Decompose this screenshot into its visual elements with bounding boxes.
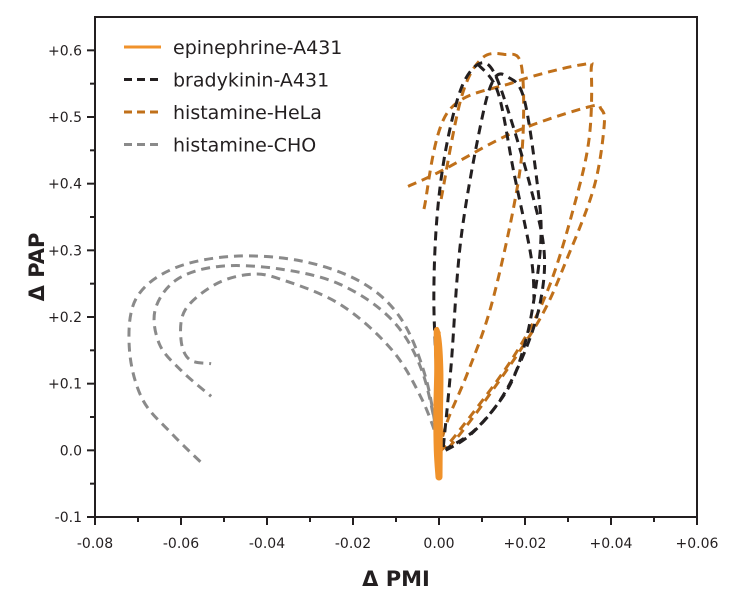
y-tick-label: +0.5 [48, 110, 82, 126]
x-tick-label: -0.08 [77, 536, 113, 552]
legend-label-histamine-hela: histamine-HeLa [173, 102, 322, 124]
legend-label-bradykinin-a431: bradykinin-A431 [173, 70, 329, 92]
y-tick-label: +0.2 [48, 310, 82, 326]
y-axis-title: Δ PAP [25, 233, 49, 302]
x-axis-title: Δ PMI [362, 567, 430, 591]
series-line-histamine-cho [127, 254, 441, 467]
series-line-epinephrine-a431 [433, 326, 444, 481]
legend: epinephrine-A431 bradykinin-A431 histamine… [124, 37, 342, 157]
series-line-histamine-cho [152, 264, 441, 445]
x-tick-label: -0.02 [335, 536, 371, 552]
x-tick-label: -0.04 [249, 536, 285, 552]
y-tick-label: 0.0 [60, 443, 82, 459]
axes-layer: -0.08 -0.06 -0.04 -0.02 0.00 +0.02 +0.04 +0.06 -… [48, 16, 719, 552]
x-tick-label: +0.04 [590, 536, 633, 552]
y-tick-label: +0.3 [48, 243, 82, 259]
y-tick-label: +0.4 [48, 177, 82, 193]
series-line-histamine-hela [422, 61, 594, 452]
series-line-histamine-cho [179, 272, 441, 445]
series-line-histamine-hela [407, 103, 607, 451]
x-tick-label: 0.00 [423, 536, 454, 552]
series-line-bradykinin-a431 [441, 72, 543, 451]
series-layer [127, 51, 607, 481]
plot-frame [94, 16, 698, 518]
y-tick-label: +0.1 [48, 377, 82, 393]
legend-label-epinephrine-a431: epinephrine-A431 [173, 37, 342, 59]
legend-label-histamine-cho: histamine-CHO [173, 135, 316, 157]
x-tick-label: +0.06 [676, 536, 719, 552]
y-tick-label: +0.6 [48, 43, 82, 59]
x-tick-label: -0.06 [163, 536, 199, 552]
series-line-histamine-hela [437, 51, 526, 451]
x-tick-label: +0.02 [504, 536, 547, 552]
series-line-bradykinin-a431 [476, 63, 536, 300]
y-tick-label: -0.1 [55, 510, 82, 526]
